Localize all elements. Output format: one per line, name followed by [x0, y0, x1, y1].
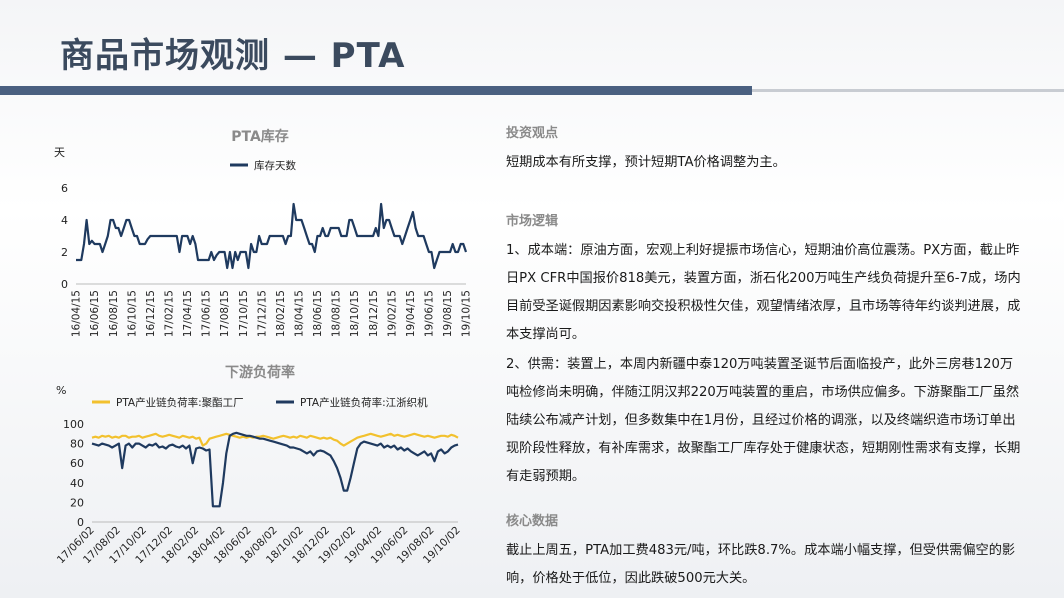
x-tick-label: 18/08/15	[331, 290, 343, 337]
y-tick-label: 0	[61, 278, 68, 291]
x-tick-label: 18/12/15	[368, 290, 380, 337]
x-tick-label: 17/04/15	[182, 290, 194, 337]
x-tick-label: 19/10/15	[461, 290, 473, 337]
page-title: 商品市场观测 — PTA	[60, 36, 406, 76]
x-tick-label: 16/04/15	[71, 290, 83, 337]
section-logic-p1: 1、成本端：原油方面，宏观上利好提振市场信心，短期油价高位震荡。PX方面，截止昨…	[506, 243, 1021, 342]
legend-label: 库存天数	[254, 159, 296, 172]
x-tick-label: 16/12/15	[145, 290, 157, 337]
x-tick-label: 19/02/15	[386, 290, 398, 337]
x-tick-label: 18/10/15	[349, 290, 361, 337]
y-tick-label: 4	[61, 214, 68, 227]
y-tick-label: 20	[70, 496, 84, 509]
inventory-chart-title: PTA库存	[231, 129, 289, 145]
load-rate-chart-unit: %	[56, 384, 67, 397]
legend-label: PTA产业链负荷率:江浙织机	[300, 396, 428, 409]
y-tick-label: 2	[61, 246, 68, 259]
load-rate-chart: 下游负荷率 % 0 20 40 60 80 100 17/06/02 17/08/02 17/1…	[40, 356, 480, 598]
series-line-0	[76, 202, 468, 270]
inventory-chart: PTA库存 天 0 2 4 6 16/04/15 16/06/15 16/08/15 16/1…	[40, 120, 480, 350]
y-tick-label: 0	[77, 516, 84, 529]
x-tick-label: 17/12/15	[256, 290, 268, 337]
inventory-chart-unit: 天	[54, 146, 65, 159]
x-tick-label: 18/06/15	[312, 290, 324, 337]
inventory-chart-svg: 0 2 4 6 16/04/15 16/06/15 16/08/15 16/10/15 16/1…	[61, 159, 473, 337]
y-tick-label: 40	[70, 477, 84, 490]
y-tick-label: 80	[70, 438, 84, 451]
x-tick-label: 17/02/15	[164, 290, 176, 337]
series-line-1	[91, 431, 459, 508]
x-tick-label: 17/10/15	[238, 290, 250, 337]
title-underline-thin	[752, 89, 1064, 92]
x-tick-label: 17/06/15	[201, 290, 213, 337]
section-view: 投资观点 短期成本有所支撑，预计短期TA价格调整为主。	[506, 122, 1026, 177]
section-logic-heading: 市场逻辑	[506, 214, 559, 229]
x-tick-label: 19/08/15	[442, 290, 454, 337]
load-rate-chart-svg: 02040608010017/06/0217/08/0217/10/0217/1…	[55, 396, 463, 566]
section-logic: 市场逻辑 1、成本端：原油方面，宏观上利好提振市场信心，短期油价高位震荡。PX方…	[506, 210, 1026, 491]
load-rate-chart-title: 下游负荷率	[225, 365, 295, 381]
section-view-heading: 投资观点	[506, 126, 559, 141]
legend-label: PTA产业链负荷率:聚酯工厂	[116, 396, 244, 409]
y-tick-label: 60	[70, 457, 84, 470]
x-tick-label: 16/10/15	[126, 290, 138, 337]
section-core-heading: 核心数据	[506, 514, 559, 529]
y-tick-label: 100	[63, 418, 84, 431]
x-tick-label: 17/08/15	[219, 290, 231, 337]
x-tick-label: 16/08/15	[108, 290, 120, 337]
y-tick-label: 6	[61, 182, 68, 195]
section-core-text: 截止上周五，PTA加工费483元/吨，环比跌8.7%。成本端小幅支撑，但受供需偏…	[506, 543, 1016, 586]
series-line-0	[91, 432, 459, 447]
x-tick-label: 19/04/15	[405, 290, 417, 337]
section-view-text: 短期成本有所支撑，预计短期TA价格调整为主。	[506, 155, 786, 170]
section-logic-p2: 2、供需：装置上，本周内新疆中泰120万吨装置圣诞节后面临投产，此外三房巷120…	[506, 357, 1021, 484]
x-tick-label: 18/04/15	[294, 290, 306, 337]
title-underline	[0, 86, 752, 95]
section-core: 核心数据 截止上周五，PTA加工费483元/吨，环比跌8.7%。成本端小幅支撑，…	[506, 510, 1026, 593]
x-tick-label: 18/02/15	[275, 290, 287, 337]
x-tick-label: 16/06/15	[89, 290, 101, 337]
x-tick-label: 19/06/15	[424, 290, 436, 337]
